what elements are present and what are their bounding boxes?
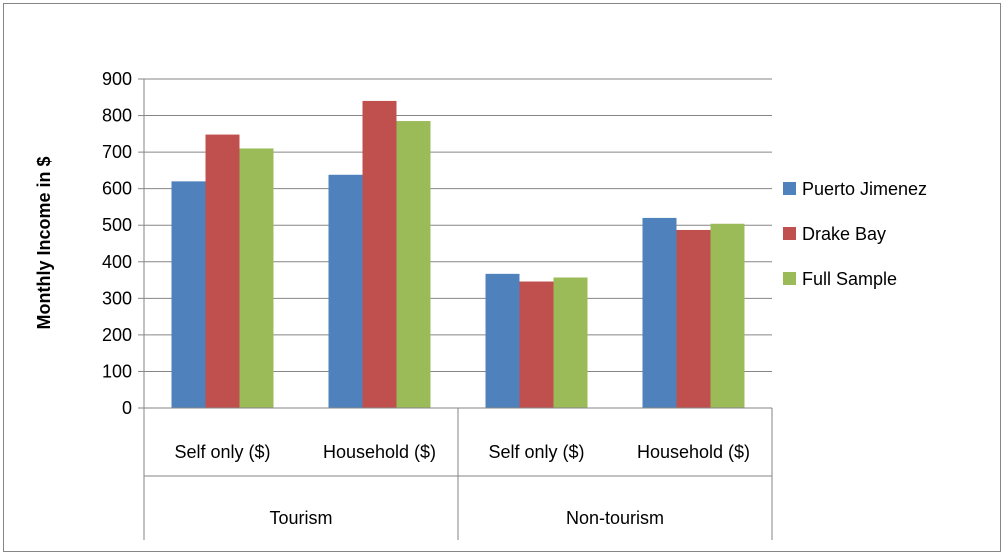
y-tick-label: 0 <box>122 398 132 418</box>
bar <box>485 273 520 408</box>
y-tick-label: 400 <box>102 252 132 272</box>
x-group-label: Non-tourism <box>566 508 664 528</box>
legend-entry: Drake Bay <box>802 224 886 244</box>
y-tick-label: 500 <box>102 215 132 235</box>
x-category-label: Self only ($) <box>488 442 584 462</box>
bar <box>676 229 711 408</box>
bar <box>362 100 397 408</box>
axis-labels: 0 100 200 300 400 500 600 700 800 900 Self only ($… <box>102 69 750 528</box>
bar <box>642 217 677 408</box>
bar <box>205 134 240 408</box>
bar <box>239 148 274 408</box>
bar <box>519 281 554 408</box>
legend: Puerto Jimenez Drake Bay Full Sample <box>783 179 927 289</box>
bar <box>710 223 745 408</box>
y-tick-label: 900 <box>102 69 132 89</box>
legend-entry: Puerto Jimenez <box>802 179 927 199</box>
axes <box>138 78 773 540</box>
bar <box>171 181 206 408</box>
y-tick-label: 700 <box>102 142 132 162</box>
bar <box>328 174 363 408</box>
x-group-label: Tourism <box>269 508 332 528</box>
y-tick-label: 200 <box>102 325 132 345</box>
legend-swatch <box>783 272 796 285</box>
legend-swatch <box>783 227 796 240</box>
legend-entry: Full Sample <box>802 269 897 289</box>
y-axis-title: Monthly Income in $ <box>34 156 54 329</box>
y-tick-label: 300 <box>102 288 132 308</box>
x-category-label: Household ($) <box>323 442 436 462</box>
y-tick-label: 800 <box>102 106 132 126</box>
bar <box>396 121 431 409</box>
bar <box>553 277 588 408</box>
legend-swatch <box>783 182 796 195</box>
x-category-label: Self only ($) <box>174 442 270 462</box>
bars <box>171 100 745 409</box>
y-tick-label: 600 <box>102 179 132 199</box>
x-category-label: Household ($) <box>637 442 750 462</box>
y-tick-label: 100 <box>102 361 132 381</box>
